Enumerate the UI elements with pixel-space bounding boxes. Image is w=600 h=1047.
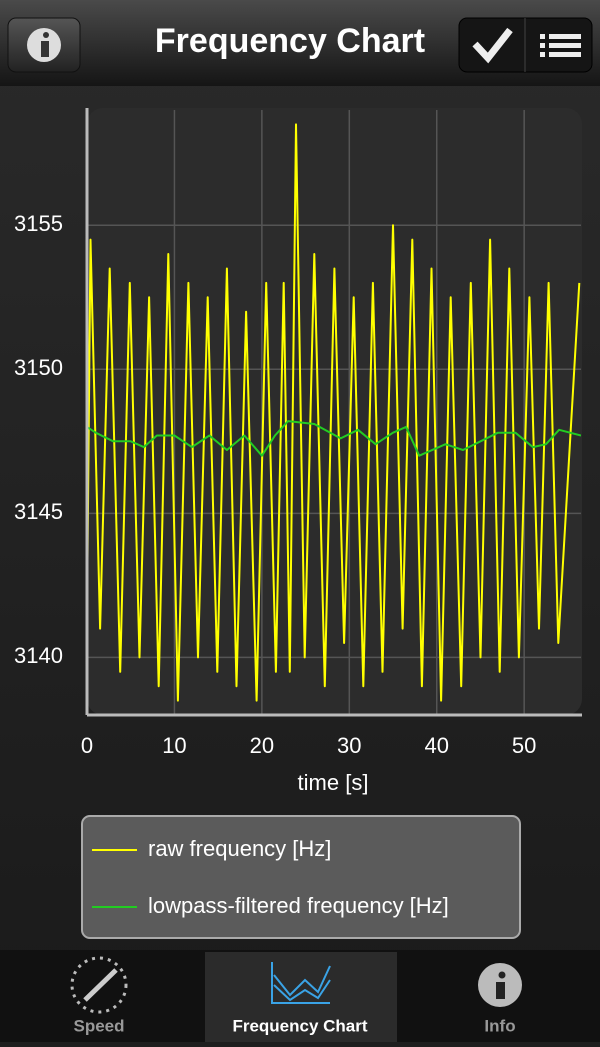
x-tick-label: 50 [512,733,536,758]
x-tick-label: 40 [424,733,448,758]
x-tick-label: 20 [250,733,274,758]
plot-area [87,108,582,715]
x-axis-label: time [s] [298,770,369,795]
x-tick-label: 30 [337,733,361,758]
series-line [87,123,581,702]
tab-label[interactable]: Info [484,1016,515,1035]
legend [81,815,521,939]
chart-icon [271,962,331,1004]
plot-lines [87,123,581,702]
info-button[interactable] [7,17,81,73]
x-tick-label: 0 [81,733,93,758]
x-tick-label: 10 [162,733,186,758]
selected-tab [205,952,397,1042]
nav-title: Frequency Chart [155,22,425,60]
y-tick-label: 3150 [14,355,63,380]
legend-label: raw frequency [Hz] [148,836,331,861]
y-tick-label: 3145 [14,499,63,524]
legend-label: lowpass-filtered frequency [Hz] [148,893,449,918]
y-tick-label: 3140 [14,643,63,668]
y-tick-label: 3155 [14,211,63,236]
speed-icon [70,956,128,1014]
info-tab-icon [478,963,522,1007]
tab-label[interactable]: Speed [73,1016,124,1035]
legend-entries: raw frequency [Hz] lowpass-filtered frequ… [92,836,449,918]
tab-label[interactable]: Frequency Chart [232,1016,367,1035]
series-line [87,420,581,457]
list-button[interactable] [540,34,581,57]
check-button[interactable] [458,17,593,73]
